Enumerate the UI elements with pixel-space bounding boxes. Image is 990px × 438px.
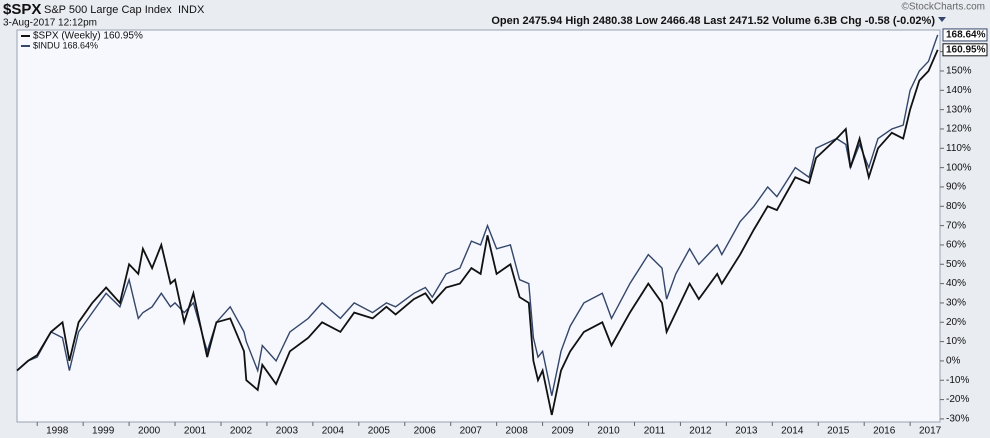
y-tick-label: 60% bbox=[946, 240, 966, 251]
plot-area bbox=[16, 29, 941, 423]
legend-label: $SPX (Weekly) 160.95% bbox=[33, 31, 143, 42]
y-tick-label: 30% bbox=[946, 298, 966, 309]
y-tick-label: 140% bbox=[946, 85, 972, 96]
y-tick-label: 110% bbox=[946, 143, 971, 154]
date: 3-Aug-2017 12:12pm bbox=[3, 18, 97, 29]
x-tick-label: 2013 bbox=[735, 426, 758, 437]
x-tick-label: 2007 bbox=[460, 426, 483, 437]
y-tick-label: 10% bbox=[946, 336, 966, 347]
x-tick-label: 2010 bbox=[597, 426, 620, 437]
y-tick-label: 80% bbox=[946, 201, 966, 212]
symbol: $SPX bbox=[3, 1, 41, 18]
y-tick-label: 150% bbox=[946, 66, 972, 77]
series-line bbox=[16, 34, 939, 396]
last-value-label: 168.64% bbox=[946, 30, 986, 41]
series-line bbox=[16, 49, 939, 416]
x-tick-label: 2000 bbox=[138, 426, 161, 437]
y-tick-label: 130% bbox=[946, 104, 972, 115]
x-tick-label: 2006 bbox=[414, 426, 437, 437]
y-tick-label: 100% bbox=[946, 162, 972, 173]
x-tick-label: 1998 bbox=[46, 426, 69, 437]
quote: Open 2475.94 High 2480.38 Low 2466.48 La… bbox=[491, 15, 935, 27]
x-tick-label: 2001 bbox=[184, 426, 207, 437]
exchange: INDX bbox=[178, 4, 205, 16]
x-tick-label: 2012 bbox=[689, 426, 712, 437]
chart-title: S&P 500 Large Cap Index bbox=[44, 4, 172, 16]
legend-label: $INDU 168.64% bbox=[33, 40, 98, 50]
x-tick-label: 2016 bbox=[873, 426, 896, 437]
y-tick-label: 40% bbox=[946, 278, 966, 289]
y-tick-label: 20% bbox=[946, 317, 966, 328]
x-tick-label: 1999 bbox=[92, 426, 115, 437]
y-tick-label: -30% bbox=[946, 414, 969, 425]
x-tick-label: 2009 bbox=[551, 426, 574, 437]
last-value-label: 160.95% bbox=[946, 44, 986, 55]
x-tick-label: 2003 bbox=[276, 426, 299, 437]
y-tick-label: 90% bbox=[946, 182, 966, 193]
y-tick-label: -10% bbox=[946, 375, 969, 386]
y-tick-label: 70% bbox=[946, 220, 966, 231]
x-tick-label: 2008 bbox=[506, 426, 529, 437]
x-tick-label: 2014 bbox=[781, 426, 804, 437]
watermark: ©StockCharts.com bbox=[901, 2, 985, 13]
x-tick-label: 2004 bbox=[322, 426, 345, 437]
y-tick-label: 120% bbox=[946, 124, 972, 135]
x-tick-label: 2005 bbox=[368, 426, 391, 437]
x-tick-label: 2017 bbox=[919, 426, 942, 437]
y-tick-label: 50% bbox=[946, 259, 966, 270]
x-tick-label: 2002 bbox=[230, 426, 253, 437]
y-tick-label: 0% bbox=[946, 356, 961, 367]
x-tick-label: 2015 bbox=[827, 426, 850, 437]
y-tick-label: -20% bbox=[946, 394, 969, 405]
last-value-box bbox=[942, 28, 988, 42]
x-tick-label: 2011 bbox=[644, 426, 666, 437]
last-value-box bbox=[942, 43, 988, 57]
dropdown-icon bbox=[938, 17, 946, 22]
